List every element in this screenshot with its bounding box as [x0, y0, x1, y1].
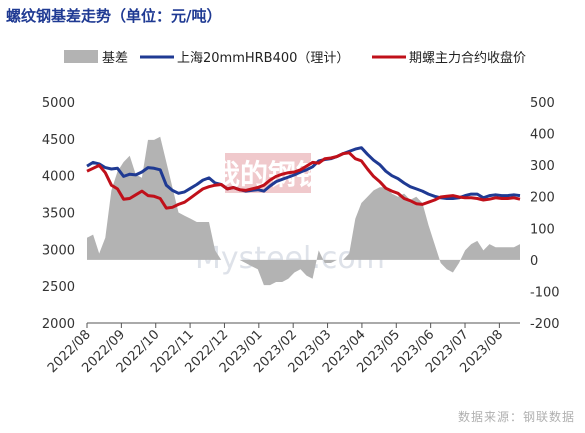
y-right-tick-label: 300	[530, 159, 555, 174]
y-left-tick-label: 2000	[42, 317, 75, 332]
y-left-tick-label: 4000	[42, 170, 75, 185]
y-left-tick-label: 3500	[42, 207, 75, 222]
y-left-tick-label: 4500	[42, 133, 75, 148]
legend-swatch-basis	[64, 50, 98, 63]
y-right-tick-label: -200	[530, 317, 560, 332]
y-right-tick-label: 100	[530, 222, 555, 237]
y-right-tick-label: -100	[530, 285, 560, 300]
y-left-tick-label: 3000	[42, 243, 75, 258]
legend-label-basis: 基差	[102, 51, 128, 66]
y-right-tick-label: 200	[530, 191, 555, 206]
y-left-tick-label: 2500	[42, 280, 75, 295]
series-line-1	[86, 151, 521, 210]
legend: 基差 上海20mmHRB400（理计） 期螺主力合约收盘价	[64, 50, 526, 66]
series-line-0	[86, 146, 521, 200]
y-right-tick-label: 400	[530, 128, 555, 143]
chart-title: 螺纹钢基差走势（单位：元/吨）	[6, 7, 222, 25]
legend-label-futures: 期螺主力合约收盘价	[409, 50, 526, 66]
y-left-tick-label: 5000	[42, 96, 75, 111]
watermark-logo-text: 我的钢铁	[212, 158, 324, 191]
y-right-tick-label: 500	[530, 96, 555, 111]
y-right-tick-label: 0	[530, 254, 538, 269]
series-area-basis	[87, 136, 520, 286]
source-note: 数据来源：钢联数据	[457, 410, 575, 424]
legend-label-spot: 上海20mmHRB400（理计）	[177, 51, 349, 66]
plot-area	[86, 136, 521, 286]
